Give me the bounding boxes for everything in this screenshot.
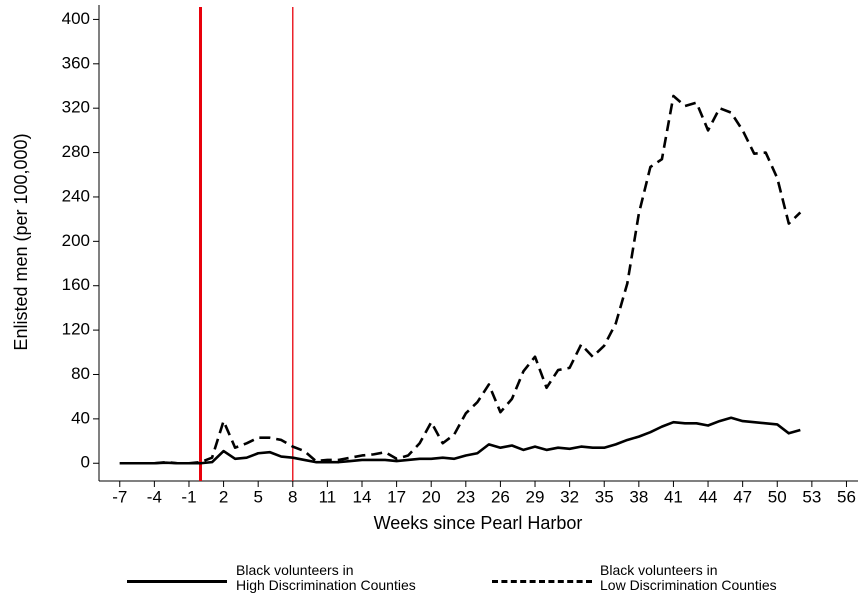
legend-label: Black volunteers in High Discrimination … — [236, 562, 416, 593]
y-axis-title: Enlisted men (per 100,000) — [11, 133, 31, 350]
y-tick-label: 160 — [62, 275, 90, 294]
x-tick-label: 44 — [699, 487, 718, 506]
x-tick-label: 2 — [219, 487, 228, 506]
series-line — [119, 94, 802, 465]
x-tick-label: 38 — [629, 487, 648, 506]
x-tick-label: 53 — [802, 487, 821, 506]
x-tick-label: 47 — [733, 487, 752, 506]
y-tick-label: 200 — [62, 231, 90, 250]
legend-swatch — [127, 580, 227, 583]
x-tick-label: 50 — [768, 487, 787, 506]
y-tick-label: 280 — [62, 142, 90, 161]
legend-swatch — [492, 580, 592, 583]
x-tick-label: 29 — [526, 487, 545, 506]
y-tick-label: 320 — [62, 98, 90, 117]
y-tick-label: 80 — [71, 364, 90, 383]
x-tick-label: 35 — [595, 487, 614, 506]
x-tick-label: 56 — [837, 487, 856, 506]
x-tick-label: 14 — [353, 487, 372, 506]
y-tick-label: 40 — [71, 408, 90, 427]
x-tick-label: -4 — [147, 487, 162, 506]
x-tick-label: 5 — [253, 487, 262, 506]
x-tick-label: 32 — [560, 487, 579, 506]
x-tick-label: 17 — [387, 487, 406, 506]
x-tick-label: 11 — [319, 487, 337, 506]
x-tick-label: 20 — [422, 487, 441, 506]
x-tick-label: 23 — [456, 487, 475, 506]
y-tick-label: 400 — [62, 9, 90, 28]
x-axis-title: Weeks since Pearl Harbor — [374, 513, 583, 533]
x-tick-label: -1 — [181, 487, 196, 506]
y-tick-label: 240 — [62, 186, 90, 205]
x-tick-label: 41 — [664, 487, 683, 506]
y-tick-label: 360 — [62, 53, 90, 72]
x-tick-label: 8 — [288, 487, 297, 506]
x-tick-label: -7 — [112, 487, 127, 506]
y-tick-label: 0 — [81, 453, 90, 472]
series-line — [119, 416, 801, 465]
legend-label: Black volunteers in Low Discrimination C… — [600, 562, 777, 593]
y-tick-label: 120 — [62, 320, 90, 339]
x-tick-label: 26 — [491, 487, 510, 506]
